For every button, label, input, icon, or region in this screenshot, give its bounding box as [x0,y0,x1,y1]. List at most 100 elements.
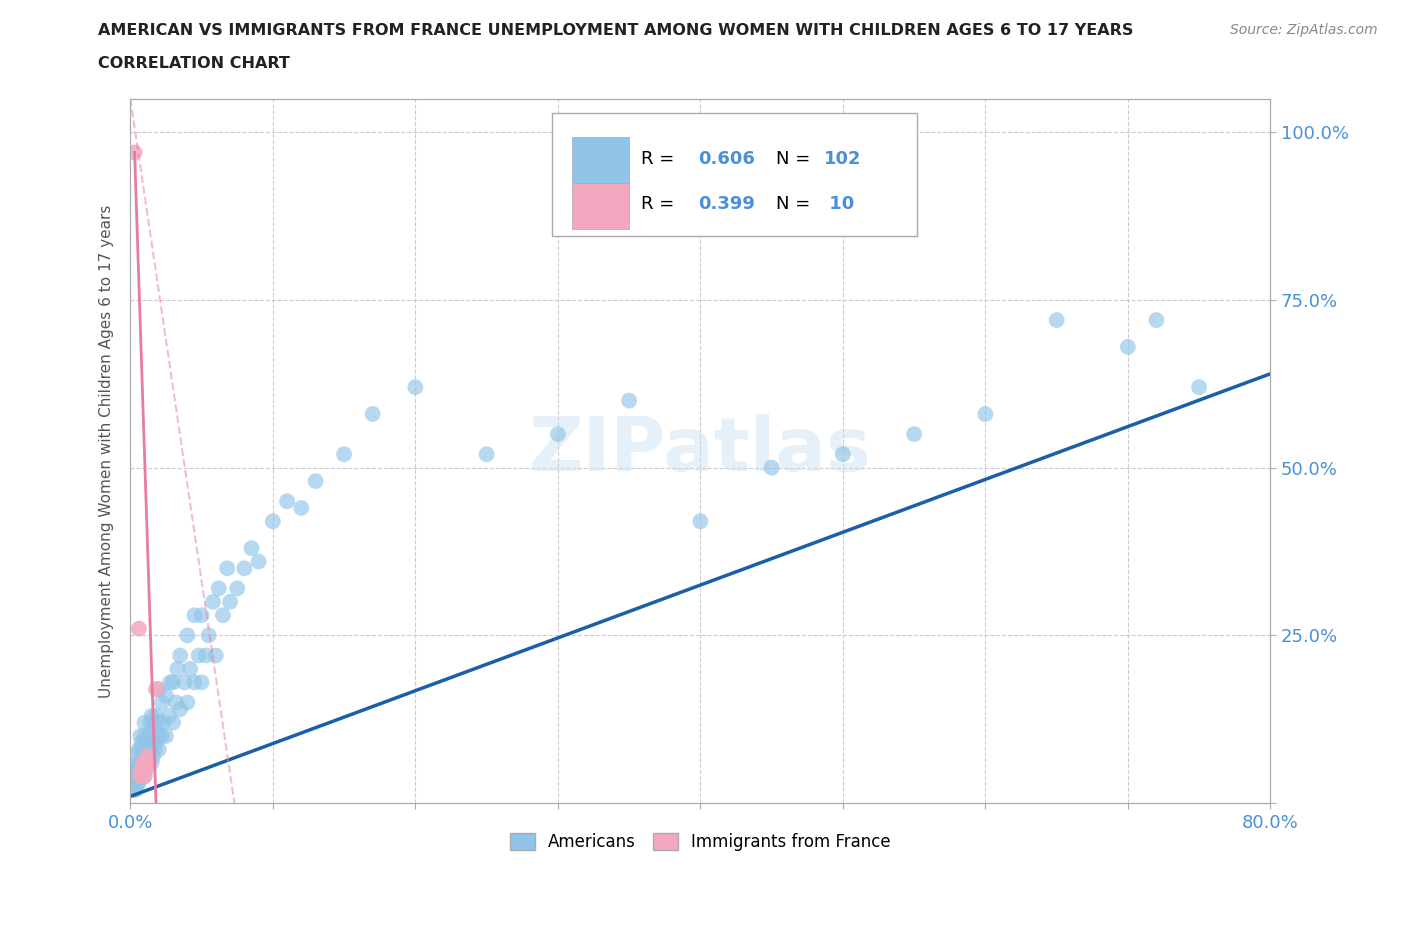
Point [148,742,170,757]
Point [124,145,146,160]
Text: AMERICAN VS IMMIGRANTS FROM FRANCE UNEMPLOYMENT AMONG WOMEN WITH CHILDREN AGES 6: AMERICAN VS IMMIGRANTS FROM FRANCE UNEMP… [98,23,1133,38]
Point [128,742,150,757]
Point [276,494,298,509]
Point [145,736,167,751]
Point [141,736,163,751]
Point [127,762,149,777]
Point [547,427,569,442]
Point [122,769,145,784]
Point [155,728,177,743]
FancyBboxPatch shape [572,183,628,229]
Point [761,460,783,475]
Point [226,581,249,596]
Text: N =: N = [776,195,810,213]
Point [150,728,173,743]
Point [903,427,925,442]
Point [176,695,198,710]
Text: Source: ZipAtlas.com: Source: ZipAtlas.com [1230,23,1378,37]
Point [169,648,191,663]
Point [1116,339,1139,354]
Text: R =: R = [641,150,675,167]
Point [165,695,187,710]
Point [125,755,148,770]
Point [132,742,155,757]
Point [183,675,205,690]
Point [148,682,170,697]
Point [132,755,155,770]
Point [205,648,228,663]
Point [134,715,156,730]
Point [148,715,170,730]
Point [240,540,263,555]
Point [290,500,312,515]
Point [142,749,165,764]
Point [617,393,640,408]
Point [136,736,159,751]
Point [141,755,163,770]
FancyBboxPatch shape [572,138,628,183]
Point [169,702,191,717]
Point [134,769,156,784]
Point [831,446,853,461]
Point [127,769,149,784]
Point [157,709,180,724]
Point [150,695,173,710]
Point [183,608,205,623]
Point [121,776,143,790]
Point [1188,379,1211,394]
Point [132,762,155,777]
Point [190,675,212,690]
Point [143,742,166,757]
Point [475,446,498,461]
Point [146,728,169,743]
FancyBboxPatch shape [553,113,917,236]
Point [139,742,162,757]
Point [689,514,711,529]
Point [124,782,146,797]
Point [124,762,146,777]
Text: N =: N = [776,150,810,167]
Point [187,648,209,663]
Point [125,769,148,784]
Text: 102: 102 [824,150,860,167]
Point [162,715,184,730]
Point [131,769,153,784]
Point [219,594,242,609]
Point [233,561,256,576]
Point [208,581,231,596]
Point [247,554,270,569]
Point [197,628,219,643]
Point [131,762,153,777]
Point [124,776,146,790]
Point [125,782,148,797]
Point [134,769,156,784]
Point [136,749,159,764]
Text: 10: 10 [824,195,855,213]
Point [361,406,384,421]
Point [152,715,174,730]
Text: CORRELATION CHART: CORRELATION CHART [98,56,290,71]
Point [129,769,152,784]
Point [262,514,284,529]
Point [145,709,167,724]
Point [127,749,149,764]
Point [134,755,156,770]
Text: ZIPatlas: ZIPatlas [529,415,872,487]
Point [304,473,326,488]
Point [139,715,162,730]
Y-axis label: Unemployment Among Women with Children Ages 6 to 17 years: Unemployment Among Women with Children A… [100,205,114,698]
Legend: Americans, Immigrants from France: Americans, Immigrants from France [503,827,897,858]
Point [129,755,152,770]
Point [173,675,195,690]
Point [162,675,184,690]
Point [128,762,150,777]
Point [166,661,188,676]
Point [974,406,997,421]
Point [131,736,153,751]
Point [194,648,217,663]
Point [143,715,166,730]
Text: 0.399: 0.399 [699,195,755,213]
Point [138,749,160,764]
Point [1144,312,1167,327]
Point [404,379,426,394]
